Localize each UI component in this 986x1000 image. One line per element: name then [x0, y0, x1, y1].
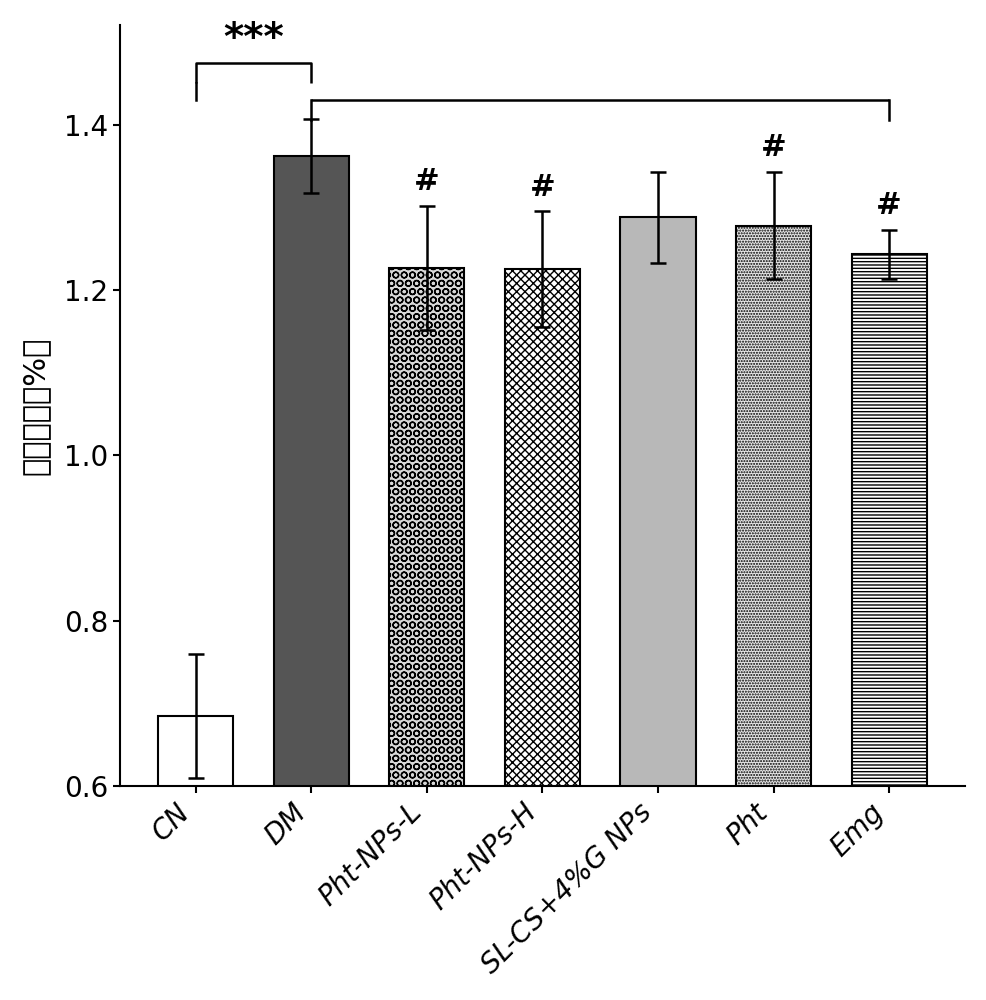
Bar: [505, 269, 580, 786]
Text: #: #: [761, 133, 787, 162]
Y-axis label: 肾脏系数（%）: 肾脏系数（%）: [21, 337, 50, 475]
Bar: [737, 226, 811, 786]
Bar: [620, 217, 695, 786]
Bar: [158, 716, 234, 786]
Bar: [852, 254, 927, 786]
Text: #: #: [877, 191, 902, 220]
Text: ***: ***: [223, 20, 284, 58]
Bar: [389, 268, 464, 786]
Bar: [274, 156, 349, 786]
Text: #: #: [529, 173, 555, 202]
Text: #: #: [414, 167, 440, 196]
